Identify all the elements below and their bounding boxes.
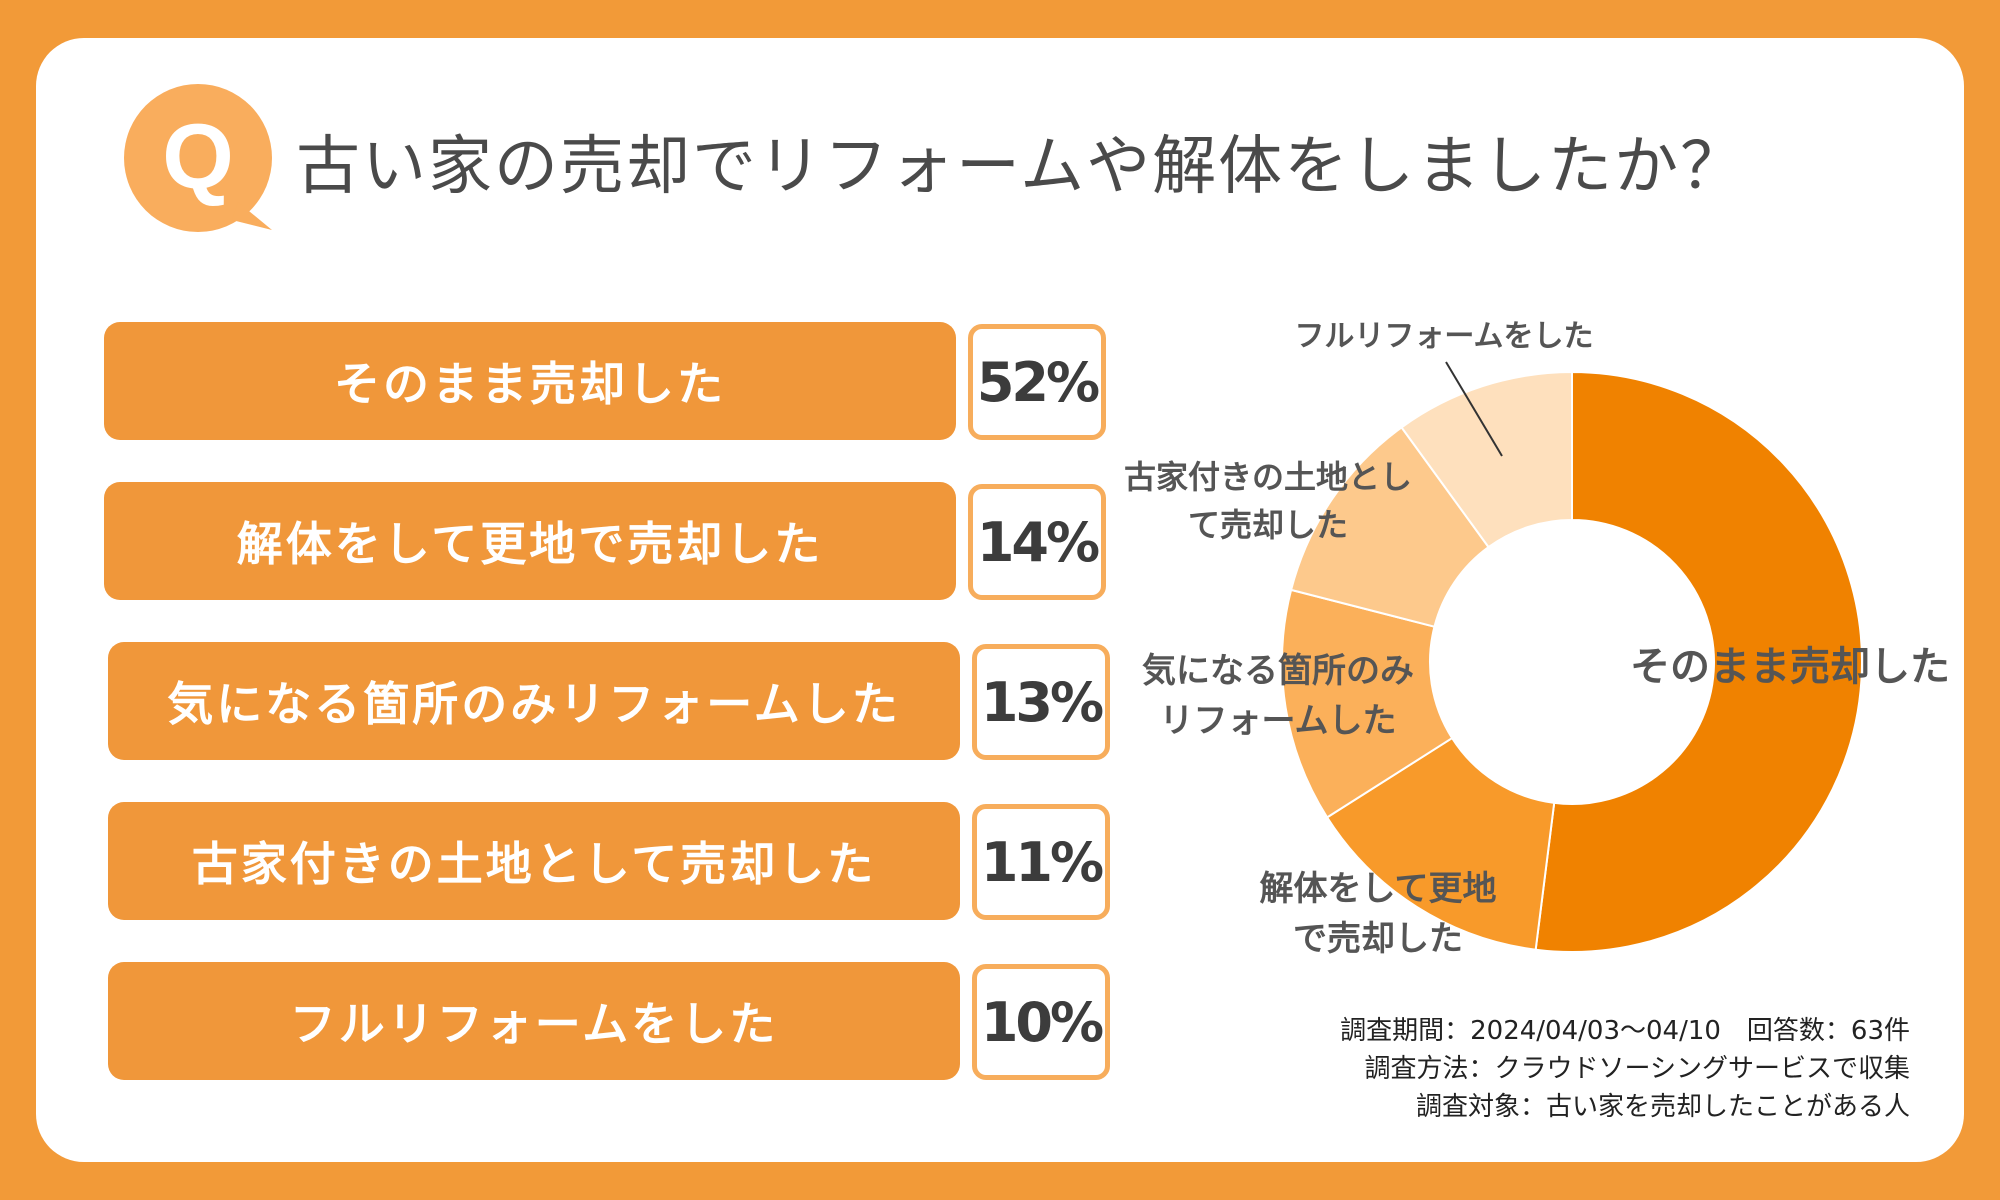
answer-row: フルリフォームをした 10% [108,962,1112,1082]
answer-percent: 14% [968,484,1106,600]
answer-row: 古家付きの土地として売却した 11% [108,802,1112,922]
answer-percent: 10% [972,964,1110,1080]
donut-slice [1400,370,1573,549]
answer-row: 解体をして更地で売却した 14% [104,482,1108,602]
answer-label: 気になる箇所のみリフォームした [108,642,960,760]
slice-label: 古家付きの土地として売却した [1124,458,1412,544]
donut-slice [1325,736,1556,951]
answer-row: そのまま売却した 52% [104,322,1108,442]
question-badge-icon: Q [124,84,272,232]
svg-text:Q: Q [162,106,234,208]
answer-percent: 13% [972,644,1110,760]
survey-method: 調査方法：クラウドソーシングサービスで収集 [1364,1054,1910,1084]
slice-label: 解体をして更地で売却した [1260,869,1497,959]
page-title: 古い家の売却でリフォームや解体をしましたか？ [296,130,1747,204]
answer-label: フルリフォームをした [108,962,960,1080]
donut-slice [1534,370,1863,953]
answer-label: 解体をして更地で売却した [104,482,956,600]
slice-label: そのまま売却した [1630,644,1950,690]
answer-row: 気になる箇所のみリフォームした 13% [108,642,1112,762]
survey-target: 調査対象：古い家を売却したことがある人 [1415,1092,1910,1122]
answer-label: そのまま売却した [104,322,956,440]
answer-label: 古家付きの土地として売却した [108,802,960,920]
donut-slice [1289,425,1490,628]
answer-percent: 52% [968,324,1106,440]
survey-period: 調査期間：2024/04/03〜04/10 回答数：63件 [1340,1016,1910,1046]
answer-percent: 11% [972,804,1110,920]
slice-label: フルリフォームをした [1294,319,1593,354]
slice-label: 気になる箇所のみリフォームした [1142,651,1414,741]
leader-line [1445,361,1503,457]
donut-slice [1281,588,1454,819]
survey-info: 調査期間：2024/04/03〜04/10 回答数：63件 調査方法：クラウドソ… [1010,1012,1910,1126]
